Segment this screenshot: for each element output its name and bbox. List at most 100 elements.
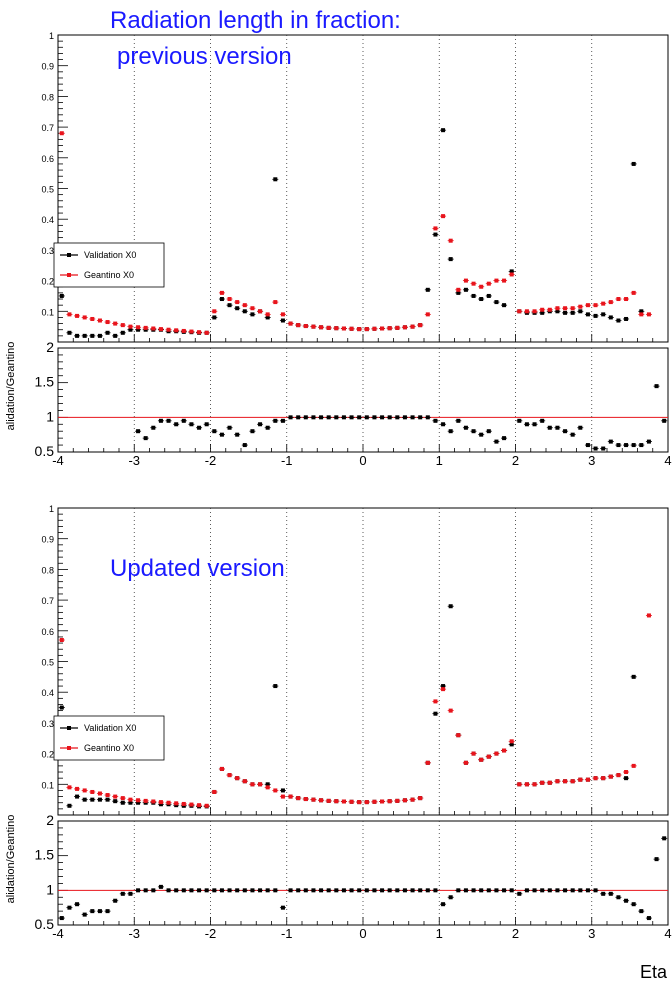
legend-marker: [67, 273, 71, 277]
ratio-point: [646, 439, 651, 444]
validation-point: [608, 315, 613, 320]
geantino-point: [219, 290, 224, 295]
geantino-point: [143, 798, 148, 803]
geantino-point: [319, 798, 324, 803]
ratio-point: [166, 888, 171, 893]
annotation-title-line2: previous version: [117, 43, 292, 70]
geantino-point: [395, 798, 400, 803]
geantino-point: [524, 309, 529, 314]
geantino-point: [395, 325, 400, 330]
geantino-point: [441, 687, 446, 692]
ratio-point: [479, 432, 484, 437]
ratio-point: [189, 422, 194, 427]
x-tick-label: 1: [436, 926, 443, 941]
ratio-point: [433, 418, 438, 423]
geantino-point: [151, 326, 156, 331]
ratio-point: [540, 418, 545, 423]
legend-marker: [67, 726, 71, 730]
annotation-title-line1: Radiation length in fraction:: [110, 7, 401, 34]
validation-point: [631, 674, 636, 679]
ratio-point: [181, 888, 186, 893]
geantino-point: [113, 794, 118, 799]
geantino-point: [311, 324, 316, 329]
validation-point: [425, 287, 430, 292]
geantino-point: [479, 757, 484, 762]
validation-point: [113, 333, 118, 338]
geantino-point: [258, 782, 263, 787]
data-points: [58, 604, 652, 809]
legend-box: [53, 715, 165, 761]
ratio-point: [456, 888, 461, 893]
geantino-point: [204, 330, 209, 335]
y-tick-label: 0.5: [35, 443, 55, 459]
ratio-point: [326, 888, 331, 893]
geantino-point: [616, 773, 621, 778]
ratio-point: [547, 888, 552, 893]
geantino-point: [517, 782, 522, 787]
geantino-point: [82, 788, 87, 793]
validation-point: [265, 782, 270, 787]
geantino-point: [242, 779, 247, 784]
validation-point: [219, 297, 224, 302]
ratio-point: [334, 415, 339, 420]
geantino-point: [402, 798, 407, 803]
geantino-point: [448, 238, 453, 243]
geantino-point: [410, 797, 415, 802]
geantino-point: [624, 770, 629, 775]
ratio-point: [197, 888, 202, 893]
y-tick-label: 0.8: [41, 565, 54, 575]
geantino-point: [120, 796, 125, 801]
geantino-point: [113, 321, 118, 326]
ratio-point: [441, 422, 446, 427]
validation-point: [136, 327, 141, 332]
ratio-y-axis-label: alidation/Geantino: [5, 815, 17, 904]
geantino-point: [334, 799, 339, 804]
geantino-point: [250, 782, 255, 787]
geantino-point: [372, 326, 377, 331]
geantino-point: [563, 306, 568, 311]
ratio-point: [410, 888, 415, 893]
validation-point: [540, 310, 545, 315]
ratio-point: [654, 384, 659, 389]
ratio-point: [128, 891, 133, 896]
ratio-point: [517, 891, 522, 896]
validation-point: [273, 177, 278, 182]
ratio-point: [120, 891, 125, 896]
geantino-point: [502, 278, 507, 283]
ratio-point: [441, 902, 446, 907]
ratio-point: [433, 888, 438, 893]
ratio-point: [479, 888, 484, 893]
validation-point: [75, 333, 80, 338]
geantino-point: [380, 799, 385, 804]
y-tick-label: 0.3: [41, 719, 54, 729]
ratio-plot-1: 0.5 1 1.5 2 -4 -3 -2 -1 0 1 2 3 4 alidation/Geantino: [5, 339, 672, 468]
validation-point: [67, 803, 72, 808]
geantino-point: [273, 300, 278, 305]
ratio-point: [90, 909, 95, 914]
geantino-point: [494, 751, 499, 756]
geantino-point: [471, 751, 476, 756]
geantino-point: [463, 760, 468, 765]
x-tick-label: 3: [588, 926, 595, 941]
validation-point: [624, 776, 629, 781]
geantino-point: [296, 323, 301, 328]
x-tick-label: 4: [664, 453, 671, 468]
ratio-point: [189, 888, 194, 893]
ratio-point: [502, 436, 507, 441]
ratio-point: [616, 895, 621, 900]
geantino-point: [631, 763, 636, 768]
geantino-point: [120, 323, 125, 328]
ratio-point: [593, 446, 598, 451]
ratio-point: [425, 888, 430, 893]
ratio-point: [136, 429, 141, 434]
ratio-point: [418, 888, 423, 893]
geantino-point: [425, 312, 430, 317]
geantino-point: [547, 307, 552, 312]
validation-point: [265, 315, 270, 320]
ratio-point: [136, 888, 141, 893]
ratio-point: [265, 888, 270, 893]
legend-label: Geantino X0: [84, 270, 134, 280]
geantino-point: [82, 315, 87, 320]
ratio-plot-3: 0.5 1 1.5 2 -4 -3 -2 -1 0 1 2 3 4 alidation/Geantino: [5, 812, 672, 941]
geantino-point: [235, 300, 240, 305]
